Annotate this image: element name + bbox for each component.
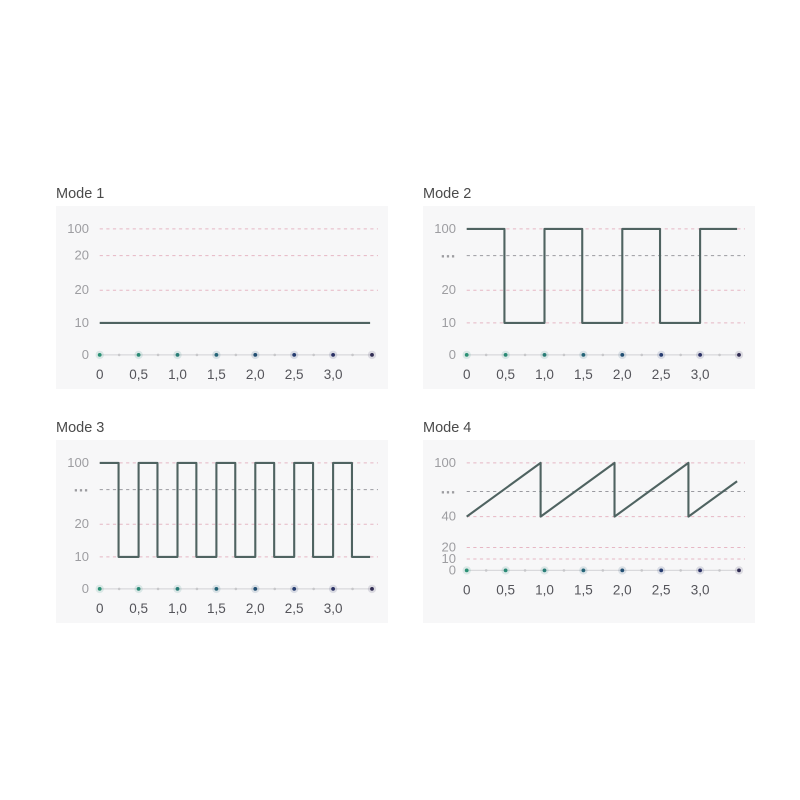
svg-text:…: … — [440, 245, 456, 262]
svg-text:2,5: 2,5 — [285, 367, 304, 382]
svg-text:0: 0 — [449, 562, 456, 577]
svg-text:0: 0 — [463, 367, 471, 382]
svg-text:1,0: 1,0 — [168, 601, 187, 616]
svg-text:0: 0 — [463, 582, 471, 597]
svg-text:2,5: 2,5 — [652, 582, 671, 597]
svg-text:3,0: 3,0 — [691, 582, 710, 597]
svg-text:0,5: 0,5 — [496, 582, 515, 597]
svg-text:2,0: 2,0 — [613, 367, 632, 382]
svg-text:100: 100 — [434, 455, 456, 470]
svg-text:1,0: 1,0 — [535, 367, 554, 382]
svg-text:20: 20 — [75, 282, 89, 297]
svg-text:3,0: 3,0 — [691, 367, 710, 382]
svg-text:2,5: 2,5 — [285, 601, 304, 616]
svg-text:1,5: 1,5 — [574, 367, 593, 382]
svg-text:2,0: 2,0 — [613, 582, 632, 597]
svg-text:100: 100 — [434, 221, 456, 236]
svg-text:1,5: 1,5 — [574, 582, 593, 597]
svg-text:100: 100 — [67, 221, 89, 236]
svg-text:3,0: 3,0 — [324, 367, 343, 382]
svg-text:10: 10 — [442, 315, 456, 330]
svg-text:0,5: 0,5 — [496, 367, 515, 382]
svg-text:1,5: 1,5 — [207, 367, 226, 382]
svg-text:1,0: 1,0 — [168, 367, 187, 382]
svg-text:0,5: 0,5 — [129, 601, 148, 616]
svg-text:0: 0 — [82, 581, 89, 596]
svg-text:…: … — [73, 479, 89, 496]
svg-text:0: 0 — [96, 601, 104, 616]
svg-text:2,5: 2,5 — [652, 367, 671, 382]
svg-text:2,0: 2,0 — [246, 601, 265, 616]
svg-text:0: 0 — [82, 347, 89, 362]
svg-text:3,0: 3,0 — [324, 601, 343, 616]
svg-text:1,5: 1,5 — [207, 601, 226, 616]
svg-text:0: 0 — [449, 347, 456, 362]
svg-text:0: 0 — [96, 367, 104, 382]
svg-text:20: 20 — [442, 282, 456, 297]
svg-text:10: 10 — [75, 315, 89, 330]
svg-text:10: 10 — [75, 549, 89, 564]
svg-text:0,5: 0,5 — [129, 367, 148, 382]
svg-text:1,0: 1,0 — [535, 582, 554, 597]
svg-text:20: 20 — [75, 248, 89, 263]
svg-text:…: … — [440, 481, 456, 498]
svg-text:100: 100 — [67, 455, 89, 470]
svg-text:40: 40 — [442, 509, 456, 524]
svg-text:2,0: 2,0 — [246, 367, 265, 382]
svg-text:20: 20 — [75, 516, 89, 531]
